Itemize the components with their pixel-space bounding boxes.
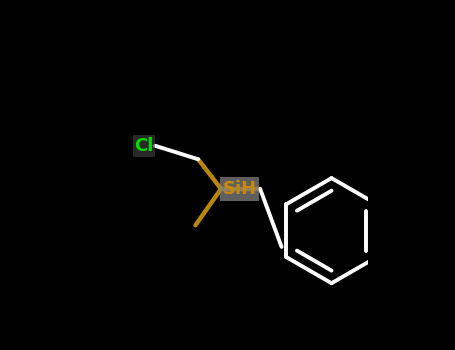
Text: Cl: Cl [134,137,154,155]
Text: SiH: SiH [222,180,257,198]
